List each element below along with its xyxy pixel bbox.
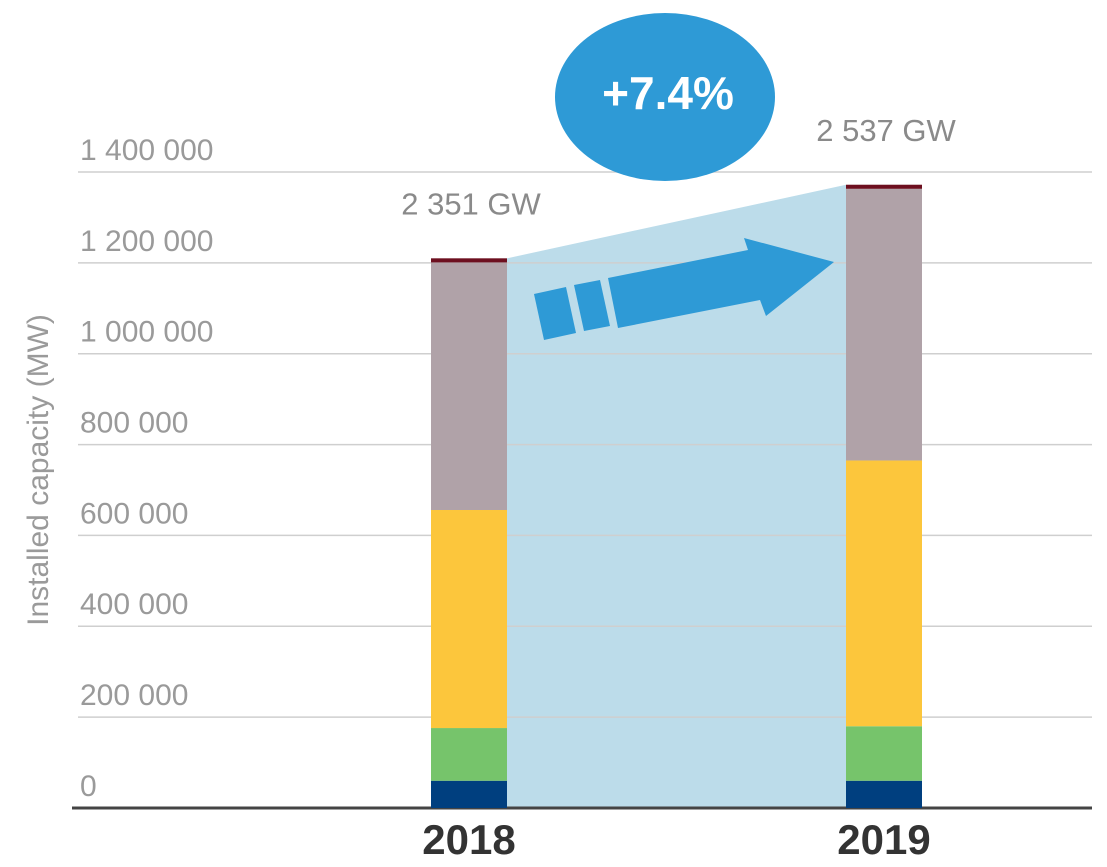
bar-segment [431, 728, 507, 781]
x-tick-label: 2019 [837, 816, 930, 863]
growth-arrow [534, 238, 834, 340]
change-bubble [555, 13, 775, 181]
change-label: +7.4% [602, 67, 734, 119]
y-tick-label: 600 000 [80, 497, 188, 530]
total-label: 2 537 GW [816, 113, 956, 148]
growth-band [507, 184, 846, 809]
y-axis-label: Installed capacity (MW) [22, 314, 55, 626]
bar-segment [431, 258, 507, 263]
bar-segment [431, 780, 507, 808]
arrow-dash [574, 280, 610, 331]
bar-segment [846, 726, 922, 781]
bar-segment [846, 184, 922, 189]
x-tick-label: 2018 [422, 816, 515, 863]
total-label: 2 351 GW [401, 187, 541, 222]
arrow-body [608, 238, 834, 328]
y-tick-label: 200 000 [80, 679, 188, 712]
arrow-dash [534, 287, 576, 340]
bar-segment [846, 460, 922, 727]
y-tick-label: 800 000 [80, 406, 188, 439]
y-tick-label: 1 400 000 [80, 134, 213, 167]
bar-layer: 2018 2 351 GW 2019 2 537 GW [401, 113, 956, 863]
y-tick-label: 0 [80, 770, 97, 803]
grid-layer: 0 200 000 400 000 600 000 800 000 1 000 000 1 … [72, 134, 1092, 810]
y-tick-label: 1 000 000 [80, 316, 213, 349]
y-tick-label: 400 000 [80, 588, 188, 621]
y-tick-label: 1 200 000 [80, 225, 213, 258]
band-layer [507, 184, 846, 809]
bar-segment [431, 509, 507, 729]
bar-segment [846, 780, 922, 808]
bar-segment [431, 262, 507, 510]
bar-segment [846, 188, 922, 461]
